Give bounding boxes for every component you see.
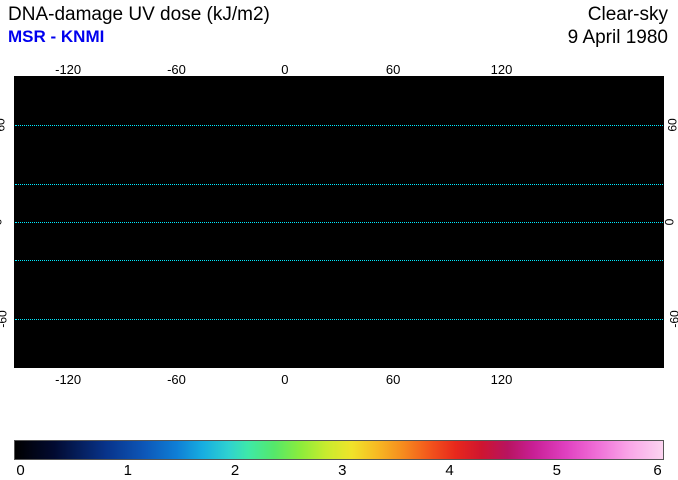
top-tick-label-0: -120	[55, 62, 81, 77]
top-tick-label-1: -60	[167, 62, 186, 77]
left-axis: 60 0 -60	[0, 76, 14, 368]
colorbar-tick-labels: 0 1 2 3 4 5 6	[14, 462, 664, 480]
cb-tick-0: 0	[16, 462, 24, 479]
right-tick-label-1: 0	[662, 219, 676, 226]
left-tick-label-2: -60	[0, 311, 10, 328]
top-tick-label-2: 0	[281, 62, 288, 77]
cb-tick-2: 2	[231, 462, 239, 479]
sky-condition-label: Clear-sky	[588, 4, 668, 26]
bottom-axis: -120 -60 0 60 120	[14, 368, 664, 382]
gridlines	[15, 77, 663, 367]
colorbar	[14, 440, 664, 460]
bottom-tick-label-4: 120	[491, 372, 513, 387]
cb-tick-6: 6	[653, 462, 661, 479]
top-tick-label-4: 120	[491, 62, 513, 77]
cb-tick-3: 3	[338, 462, 346, 479]
bottom-tick-label-0: -120	[55, 372, 81, 387]
right-axis: 60 0 -60	[664, 76, 678, 368]
left-tick-label-1: 0	[0, 219, 4, 226]
left-tick-label-0: 60	[0, 118, 8, 131]
bottom-tick-label-1: -60	[167, 372, 186, 387]
cb-tick-5: 5	[553, 462, 561, 479]
cb-tick-1: 1	[124, 462, 132, 479]
top-axis: -120 -60 0 60 120	[14, 62, 664, 76]
right-tick-label-0: 60	[666, 118, 678, 131]
cb-tick-4: 4	[445, 462, 453, 479]
root-container: DNA-damage UV dose (kJ/m2) MSR - KNMI Cl…	[0, 0, 678, 480]
top-tick-label-3: 60	[386, 62, 400, 77]
colorbar-gradient	[14, 440, 664, 460]
bottom-tick-label-3: 60	[386, 372, 400, 387]
right-tick-label-2: -60	[668, 311, 678, 328]
bottom-tick-label-2: 0	[281, 372, 288, 387]
world-uv-map	[14, 76, 664, 368]
date-label: 9 April 1980	[568, 27, 668, 49]
subtitle-source: MSR - KNMI	[8, 27, 104, 47]
main-title: DNA-damage UV dose (kJ/m2)	[8, 4, 270, 26]
